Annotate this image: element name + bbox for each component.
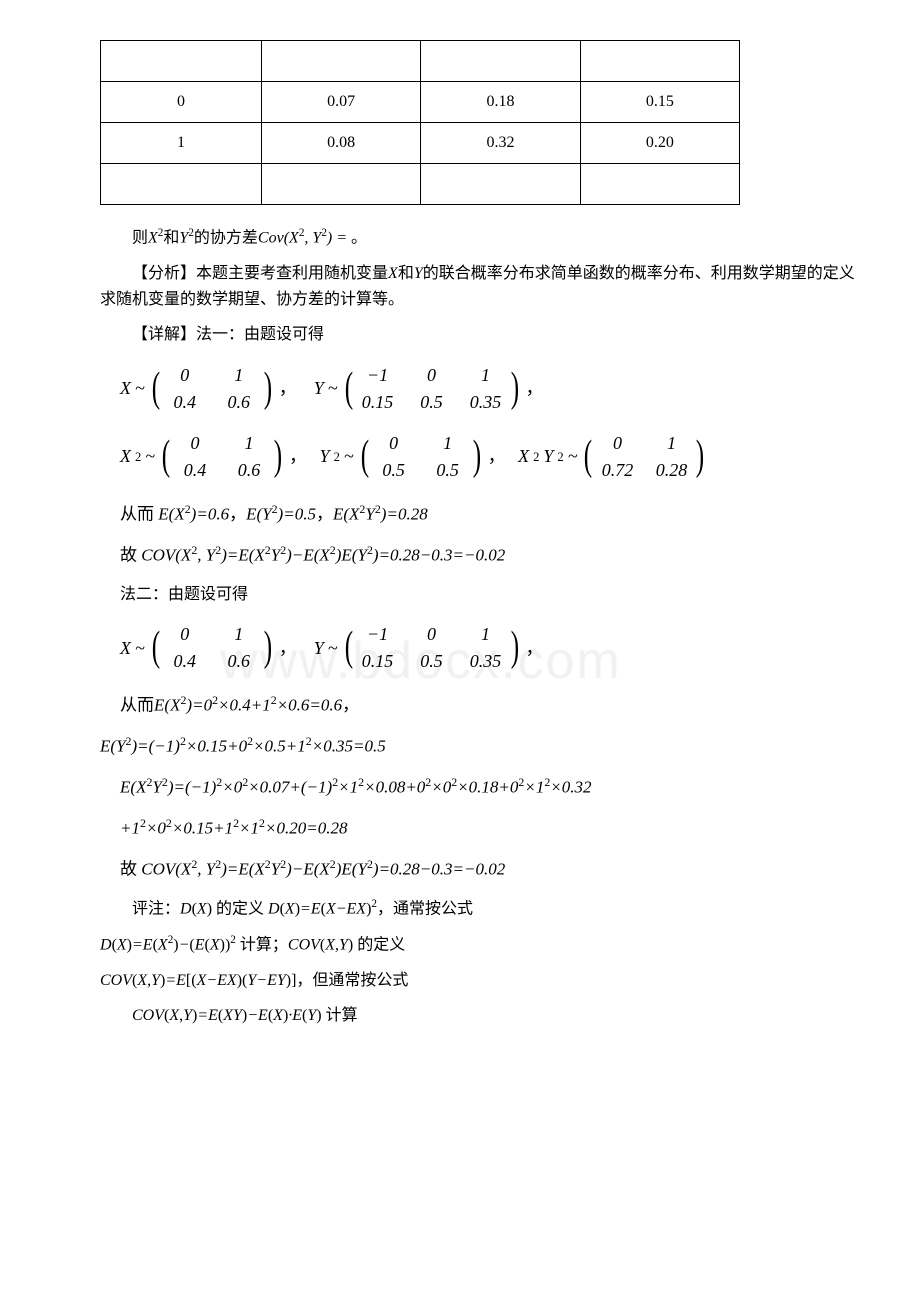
analysis-para: 【分析】本题主要考查利用随机变量X和Y的联合概率分布求简单函数的概率分布、利用数… — [100, 261, 860, 312]
cell: 0.07 — [262, 82, 421, 123]
dist-xy: X~ ( 01 0.40.6 ) ， Y~ ( −101 0.150.50.35… — [120, 362, 860, 416]
question-line: 则X2和Y2的协方差Cov(X2, Y2) = 。 — [100, 225, 860, 251]
table-row — [101, 41, 740, 82]
dist-x2y2: X2~ ( 01 0.40.6 ) ， Y2~ ( 01 0.50.5 ) ， … — [120, 430, 860, 484]
cell: 0.08 — [262, 123, 421, 164]
cell: 0.20 — [580, 123, 739, 164]
analysis-label: 【分析】 — [132, 265, 196, 282]
ex2-calc: 从而E(X2)=02×0.4+12×0.6=0.6， — [120, 689, 860, 722]
detail-label: 【详解】 — [132, 326, 196, 343]
probability-table: 0 0.07 0.18 0.15 1 0.08 0.32 0.20 — [100, 40, 740, 205]
dist-xy-2: X~ ( 01 0.40.6 ) ， Y~ ( −101 0.150.50.35… — [120, 621, 860, 675]
cell — [421, 164, 580, 205]
cell: 0.32 — [421, 123, 580, 164]
table-row: 1 0.08 0.32 0.20 — [101, 123, 740, 164]
cell — [421, 41, 580, 82]
cell — [580, 164, 739, 205]
cell — [262, 41, 421, 82]
cell — [262, 164, 421, 205]
method2-line: 法二：由题设可得 — [120, 582, 860, 608]
table-row — [101, 164, 740, 205]
cov-result-1: 故 COV(X2, Y2)=E(X2Y2)−E(X2)E(Y2)=0.28−0.… — [120, 539, 860, 572]
note-line3: COV(X,Y)=E[(X−EX)(Y−EY)]，但通常按公式 — [100, 968, 860, 994]
cov-result-2: 故 COV(X2, Y2)=E(X2Y2)−E(X2)E(Y2)=0.28−0.… — [120, 853, 860, 886]
note-para: 评注：D(X) 的定义 D(X)=E(X−EX)2，通常按公式 — [100, 896, 860, 922]
cell: 0 — [101, 82, 262, 123]
e-values-line: 从而 E(X2)=0.6，E(Y2)=0.5，E(X2Y2)=0.28 — [120, 498, 860, 531]
note-line2: D(X)=E(X2)−(E(X))2 计算；COV(X,Y) 的定义 — [100, 932, 860, 958]
cell — [580, 41, 739, 82]
cell — [101, 41, 262, 82]
ex2y2-line1: E(X2Y2)=(−1)2×02×0.07+(−1)2×12×0.08+02×0… — [120, 771, 860, 804]
cell: 0.18 — [421, 82, 580, 123]
cell: 0.15 — [580, 82, 739, 123]
cell — [101, 164, 262, 205]
ex2y2-line2: +12×02×0.15+12×12×0.20=0.28 — [120, 812, 860, 845]
table-row: 0 0.07 0.18 0.15 — [101, 82, 740, 123]
detail-para: 【详解】法一：由题设可得 — [100, 322, 860, 348]
method1-label: 法一：由题设可得 — [196, 326, 324, 343]
cell: 1 — [101, 123, 262, 164]
note-line4: COV(X,Y)=E(XY)−E(X)·E(Y) 计算 — [100, 1003, 860, 1029]
ey2-calc: E(Y2)=(−1)2×0.15+02×0.5+12×0.35=0.5 — [100, 730, 860, 763]
